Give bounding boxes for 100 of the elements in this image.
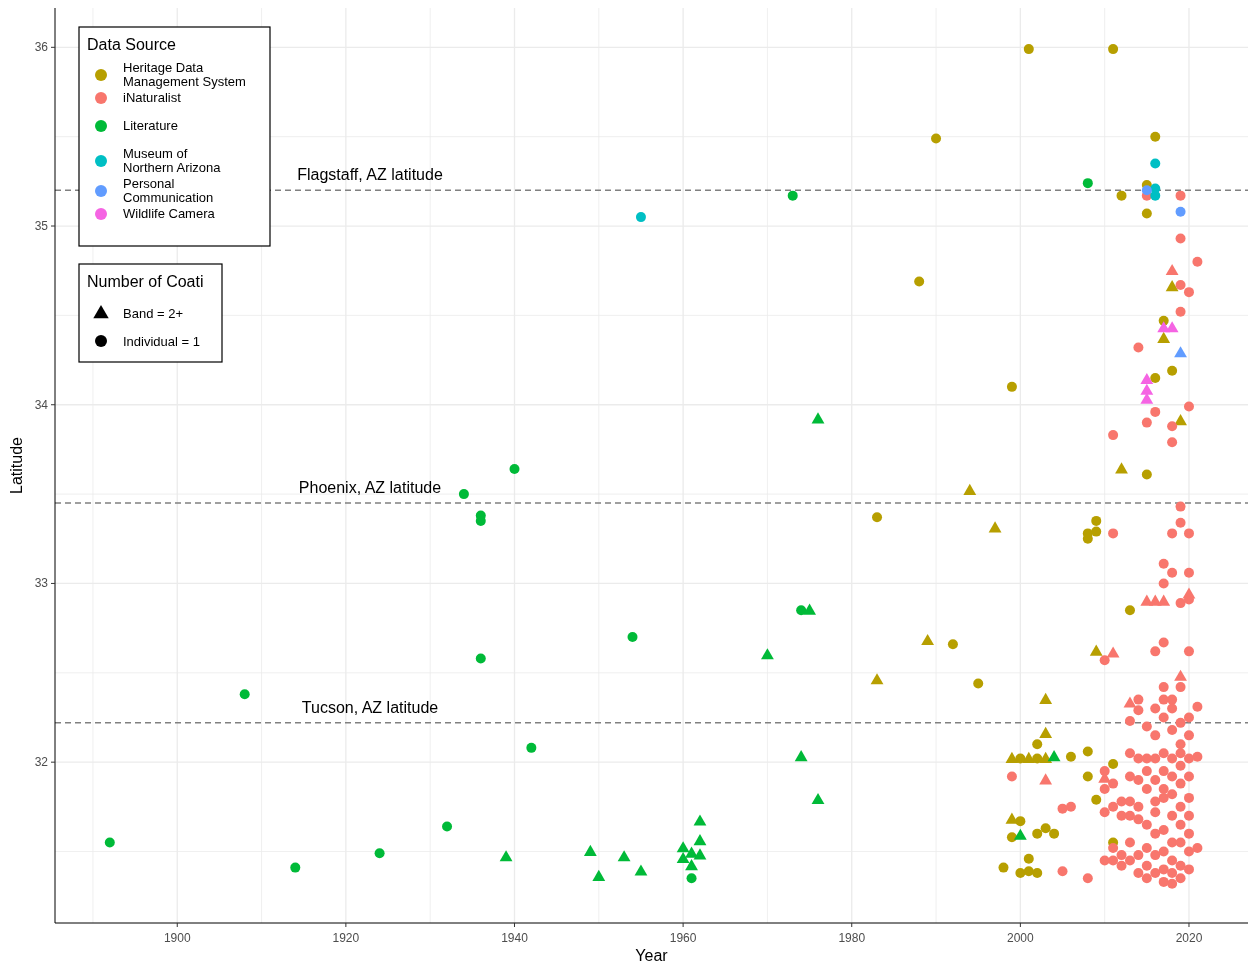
- x-axis-title: Year: [635, 947, 669, 964]
- legend-label: Wildlife Camera: [123, 206, 216, 221]
- annotation: Band = 2+: [123, 306, 183, 321]
- point: [1039, 751, 1053, 763]
- point: [1108, 44, 1119, 55]
- point: [635, 212, 646, 223]
- point: [872, 512, 883, 523]
- point: [1141, 469, 1152, 480]
- y-tick-label: 35: [34, 219, 49, 234]
- point: [914, 276, 925, 287]
- point: [1047, 750, 1061, 762]
- point: [1005, 812, 1019, 824]
- point: [870, 673, 884, 685]
- legend-title: Data Source: [87, 36, 177, 53]
- point: [1032, 867, 1043, 878]
- point: [1065, 751, 1076, 762]
- point: [1165, 263, 1179, 276]
- point: [374, 848, 385, 859]
- annotation: Individual = 1: [123, 334, 200, 349]
- point: [1124, 605, 1135, 616]
- point: [458, 489, 469, 500]
- point: [1150, 131, 1161, 142]
- point: [1032, 828, 1043, 839]
- point: [693, 848, 707, 860]
- point: [290, 862, 301, 873]
- point: [499, 850, 513, 862]
- point: [1140, 372, 1154, 385]
- y-tick-label: 33: [34, 576, 49, 591]
- point: [509, 464, 520, 475]
- point: [1141, 185, 1152, 196]
- point: [803, 603, 816, 615]
- point: [1175, 206, 1186, 217]
- point: [526, 742, 537, 753]
- point: [787, 190, 798, 201]
- x-tick-label: 1920: [332, 931, 360, 945]
- point: [1032, 739, 1043, 750]
- point: [1091, 526, 1102, 537]
- point: [794, 750, 808, 762]
- point: [1022, 751, 1036, 763]
- point: [1150, 372, 1161, 383]
- point: [1123, 696, 1137, 708]
- legend-label: Personal Communication: [123, 176, 214, 205]
- y-tick-label: 32: [34, 755, 49, 770]
- point: [239, 689, 250, 700]
- point: [1023, 866, 1034, 877]
- point: [963, 483, 977, 495]
- point: [1140, 383, 1154, 395]
- x-tick-label: 2000: [1007, 931, 1035, 945]
- legend-label: Literature: [123, 118, 178, 133]
- point: [1040, 823, 1051, 834]
- point: [1039, 692, 1053, 704]
- point: [583, 844, 597, 856]
- point: [1157, 594, 1171, 606]
- point: [442, 821, 453, 832]
- x-tick-label: 2020: [1175, 931, 1203, 945]
- x-tick-label: 1900: [163, 931, 191, 945]
- ref-line-label: Phoenix, AZ latitude: [298, 479, 442, 497]
- point: [1106, 646, 1120, 658]
- point: [686, 873, 697, 884]
- point: [1157, 331, 1171, 343]
- point: [988, 521, 1002, 533]
- point: [947, 639, 958, 650]
- point: [1091, 515, 1102, 526]
- point: [1089, 644, 1103, 656]
- point: [634, 864, 648, 876]
- point: [1165, 280, 1179, 292]
- point: [1174, 669, 1187, 681]
- point: [1091, 794, 1102, 805]
- y-tick-label: 36: [34, 40, 49, 55]
- y-tick-label: 34: [34, 397, 49, 412]
- point: [617, 850, 631, 862]
- point: [685, 846, 698, 858]
- point: [921, 633, 935, 646]
- point: [592, 869, 606, 881]
- point: [1049, 828, 1060, 839]
- point: [1039, 773, 1053, 785]
- y-axis-title: Latitude: [8, 436, 25, 494]
- point: [693, 834, 707, 846]
- ref-line-label: Flagstaff, AZ latitude: [297, 166, 443, 184]
- point: [811, 412, 825, 424]
- point: [1082, 771, 1093, 782]
- point: [1167, 365, 1178, 376]
- point: [761, 648, 774, 660]
- point: [973, 678, 984, 689]
- point: [1013, 828, 1027, 840]
- point: [1023, 853, 1034, 864]
- x-tick-label: 1940: [501, 931, 529, 945]
- point: [1140, 392, 1154, 404]
- annotation: Number of Coati: [87, 273, 204, 290]
- point: [1015, 867, 1026, 878]
- point: [1165, 321, 1179, 333]
- point: [693, 814, 707, 826]
- point: [1150, 158, 1161, 169]
- point: [931, 133, 942, 144]
- point: [1174, 414, 1187, 426]
- x-tick-label: 1980: [838, 931, 866, 945]
- point: [1082, 178, 1093, 189]
- legend-label: iNaturalist: [123, 90, 182, 105]
- point: [1116, 190, 1127, 201]
- point: [627, 632, 638, 643]
